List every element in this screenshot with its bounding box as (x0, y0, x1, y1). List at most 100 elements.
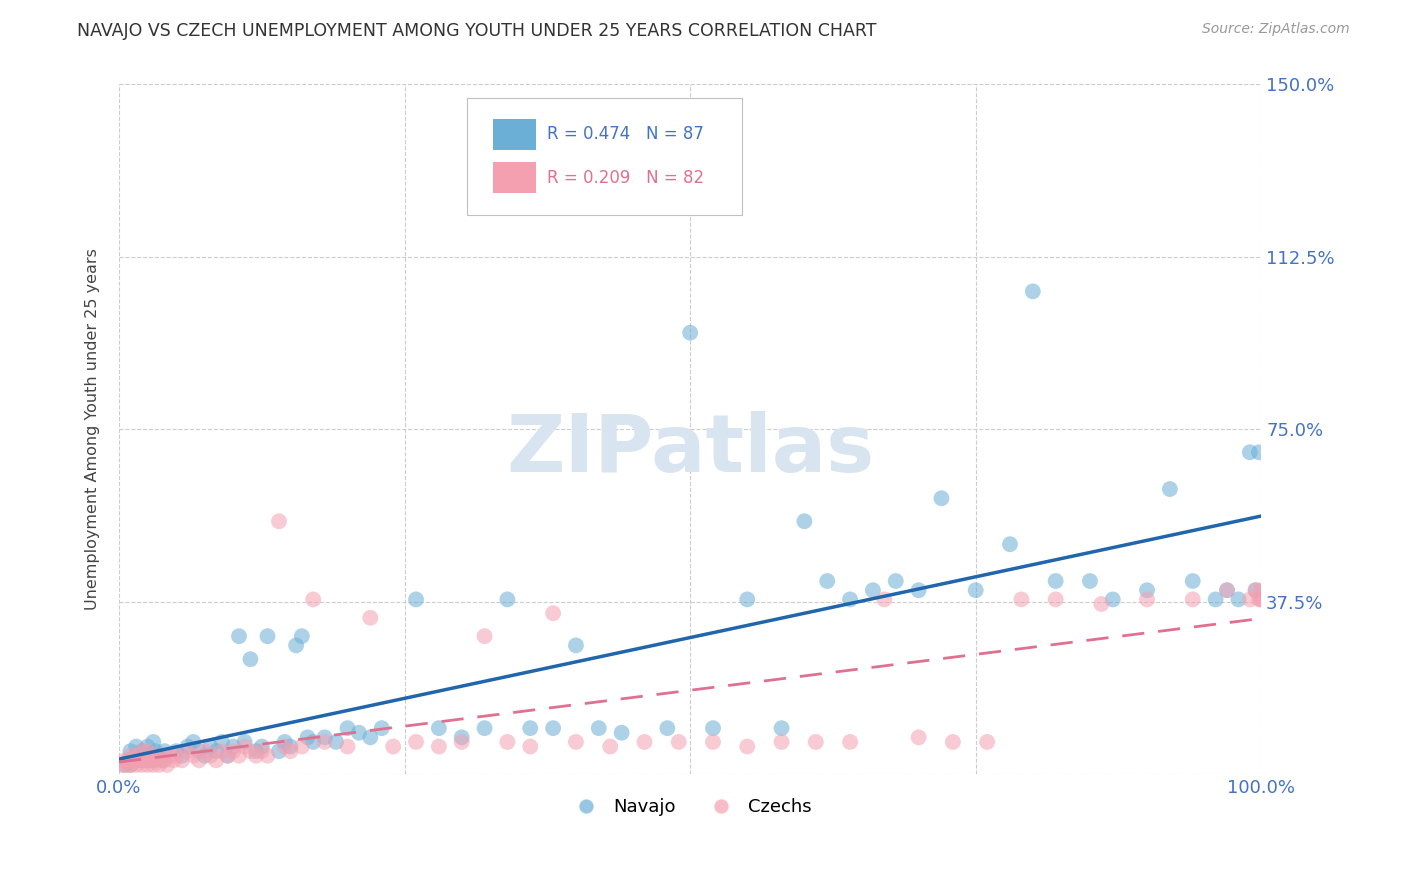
Point (148, 758, 170, 772)
Point (176, 739, 198, 754)
Point (111, 758, 134, 772)
Point (1244, 583, 1267, 598)
Point (1239, 445, 1261, 459)
Point (297, 731, 319, 745)
Point (1159, 482, 1181, 496)
Point (314, 731, 336, 745)
Point (142, 748, 165, 763)
Point (115, 758, 138, 772)
Point (884, 574, 907, 588)
Text: Source: ZipAtlas.com: Source: ZipAtlas.com (1202, 22, 1350, 37)
Point (1216, 583, 1239, 598)
Point (211, 744, 233, 758)
Point (519, 721, 541, 735)
Point (273, 739, 295, 754)
Y-axis label: Unemployment Among Youth under 25 years: Unemployment Among Youth under 25 years (86, 248, 100, 610)
Point (1250, 592, 1272, 607)
Point (291, 739, 314, 754)
Point (359, 611, 381, 625)
Point (136, 739, 159, 754)
Point (170, 753, 193, 767)
Point (136, 758, 159, 772)
Point (1239, 592, 1261, 607)
Point (205, 744, 228, 758)
Point (136, 744, 159, 758)
Point (131, 758, 153, 772)
Point (359, 731, 381, 745)
Point (770, 721, 793, 735)
Point (148, 748, 170, 763)
Point (114, 753, 136, 767)
Point (450, 731, 472, 745)
Point (239, 652, 262, 666)
Point (239, 744, 262, 758)
Point (152, 748, 174, 763)
Point (302, 735, 325, 749)
Text: R = 0.474   N = 87: R = 0.474 N = 87 (547, 125, 704, 143)
Point (496, 592, 519, 607)
Point (118, 753, 141, 767)
Point (519, 739, 541, 754)
Point (131, 744, 153, 758)
Point (302, 592, 325, 607)
Point (976, 735, 998, 749)
Point (181, 748, 204, 763)
Point (735, 739, 758, 754)
Point (250, 744, 273, 758)
Point (165, 744, 187, 758)
Point (839, 735, 862, 749)
Point (1022, 285, 1045, 299)
Point (1227, 592, 1250, 607)
Point (314, 735, 336, 749)
Point (942, 735, 965, 749)
Point (280, 739, 302, 754)
Point (194, 748, 217, 763)
Point (134, 748, 156, 763)
Point (610, 725, 633, 739)
Point (679, 326, 702, 340)
Point (1250, 583, 1272, 598)
Point (121, 753, 143, 767)
Point (1045, 592, 1067, 607)
Point (588, 721, 610, 735)
Point (170, 748, 193, 763)
Point (120, 744, 142, 758)
Point (120, 758, 142, 772)
Point (233, 739, 256, 754)
Point (565, 735, 588, 749)
Point (907, 583, 929, 598)
Point (117, 753, 139, 767)
Point (347, 725, 370, 739)
Point (194, 744, 217, 758)
Bar (492, 119, 536, 150)
Point (541, 721, 564, 735)
Point (145, 744, 167, 758)
Point (565, 639, 588, 653)
Point (1090, 597, 1112, 611)
Point (496, 735, 519, 749)
Point (770, 735, 793, 749)
Point (176, 744, 198, 758)
Point (873, 592, 896, 607)
Point (217, 748, 239, 763)
Point (1250, 592, 1272, 607)
Point (114, 758, 136, 772)
Point (1244, 583, 1267, 598)
Point (273, 735, 295, 749)
Point (200, 739, 222, 754)
Point (205, 753, 228, 767)
Point (405, 735, 427, 749)
Point (188, 744, 211, 758)
Point (668, 735, 690, 749)
Point (267, 744, 290, 758)
Point (599, 739, 621, 754)
Point (120, 758, 142, 772)
Point (633, 735, 655, 749)
Point (815, 574, 838, 588)
Point (250, 739, 273, 754)
Point (121, 753, 143, 767)
Legend: Navajo, Czechs: Navajo, Czechs (561, 791, 820, 823)
Point (1247, 592, 1270, 607)
Point (427, 739, 450, 754)
Point (1247, 445, 1270, 459)
